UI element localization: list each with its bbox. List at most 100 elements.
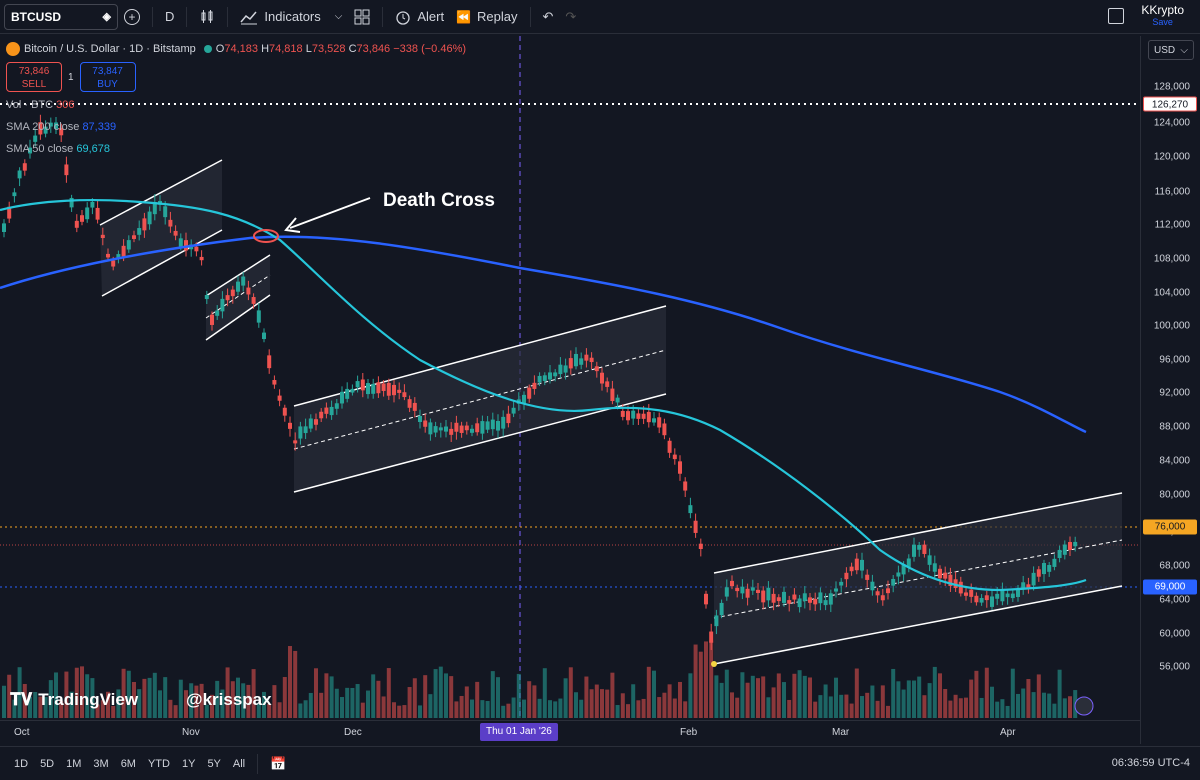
range-button[interactable]: 1M — [66, 757, 82, 770]
volume-bar — [730, 692, 734, 718]
volume-bar — [958, 698, 963, 718]
volume-bar — [1047, 693, 1052, 718]
time-tick: Feb — [680, 727, 698, 738]
candle-body — [314, 419, 318, 425]
alert-button[interactable]: Alert — [389, 4, 450, 30]
candle-body — [454, 422, 459, 432]
volume-bar — [584, 676, 589, 718]
volume-bar — [501, 705, 506, 718]
channel-line — [101, 229, 223, 297]
volume-bar — [407, 687, 412, 718]
currency-select[interactable]: USD ⌵ — [1148, 40, 1194, 60]
pair-title[interactable]: Bitcoin / U.S. Dollar · 1D · Bitstamp — [24, 43, 196, 55]
candle-body — [605, 381, 610, 387]
symbol-search[interactable]: BTCUSD ◈ — [4, 3, 118, 30]
buy-button[interactable]: 73,847 BUY — [79, 62, 136, 92]
candle-body — [7, 206, 12, 219]
volume-indicator-row[interactable]: Vol · BTC 306 — [6, 99, 75, 111]
candle-body — [392, 384, 396, 396]
volume-bar — [667, 684, 672, 718]
range-button[interactable]: 6M — [120, 757, 136, 770]
volume-bar — [641, 698, 646, 718]
volume-bar — [230, 681, 235, 718]
chart-canvas[interactable]: Death Cross — [0, 36, 1140, 744]
sma50-indicator-row[interactable]: SMA 50 close 69,678 — [6, 143, 110, 155]
volume-bar — [714, 675, 719, 718]
range-button[interactable]: 1Y — [181, 757, 196, 770]
range-button[interactable]: 5D — [40, 757, 55, 770]
candle-body — [407, 399, 412, 408]
volume-bar — [376, 680, 381, 718]
volume-bar — [2, 685, 6, 718]
candle-body — [698, 543, 703, 550]
interval-button[interactable]: D — [159, 4, 180, 30]
price-axis[interactable]: 128,000 124,000 120,000 116,000 112,000 108,0… — [1140, 36, 1200, 744]
range-button[interactable]: 3M — [93, 757, 109, 770]
channel-line — [99, 159, 223, 226]
volume-bar — [870, 685, 875, 718]
time-tick: Nov — [182, 727, 200, 738]
candle-body — [444, 426, 448, 432]
price-tick: 104,000 — [1153, 287, 1190, 299]
templates-button[interactable] — [348, 4, 376, 30]
price-tick: 92,000 — [1159, 387, 1190, 399]
volume-bar — [433, 669, 438, 718]
layout-icon[interactable] — [1108, 8, 1124, 24]
user-save-box[interactable]: KKrypto Save — [1141, 4, 1184, 28]
sma200-indicator-row[interactable]: SMA 200 close 87,339 — [6, 121, 117, 133]
volume-bar — [272, 685, 277, 718]
candle-body — [506, 413, 511, 424]
channel-fill-1 — [100, 160, 222, 296]
replay-button[interactable]: ⏪ Replay — [450, 4, 523, 30]
channel-mid-line — [293, 349, 667, 450]
low-marker-dot — [711, 661, 717, 667]
candle-body — [589, 357, 594, 363]
candle-body — [418, 415, 422, 422]
candle-body — [1021, 582, 1026, 589]
sell-price: 73,846 — [18, 66, 50, 77]
undo-button[interactable]: ↶ — [537, 4, 560, 30]
range-button[interactable]: YTD — [147, 757, 170, 770]
range-button[interactable]: 5Y — [207, 757, 221, 770]
candle-body — [652, 418, 656, 423]
ath-price-tag: 126,270 — [1143, 96, 1197, 112]
volume-bar — [438, 666, 443, 718]
indicators-icon — [240, 11, 258, 24]
candle-body — [875, 591, 880, 596]
volume-bar — [22, 683, 27, 718]
chart-type-button[interactable] — [193, 4, 221, 30]
volume-bar — [615, 705, 620, 718]
volume-bar — [397, 705, 402, 718]
volume-bar — [1010, 668, 1015, 718]
candle-body — [553, 372, 558, 377]
range-button[interactable]: All — [232, 757, 246, 770]
volume-bar — [808, 677, 812, 718]
volume-bar — [1031, 692, 1036, 718]
volume-bar — [199, 683, 204, 718]
candle-body — [1026, 584, 1031, 588]
volume-bar — [319, 692, 324, 718]
range-button[interactable]: 1D — [14, 757, 29, 770]
volume-bar — [719, 682, 724, 718]
death-cross-marker — [253, 229, 279, 243]
candle-body — [704, 593, 708, 605]
sell-button[interactable]: 73,846 SELL — [6, 62, 62, 92]
volume-bar — [220, 689, 225, 718]
time-axis[interactable]: Oct Nov Dec Feb Mar Apr Thu 01 Jan '26 — [0, 720, 1140, 744]
candle-body — [241, 276, 246, 286]
calendar-icon[interactable]: 📅 — [270, 755, 287, 771]
volume-bar — [163, 677, 168, 718]
candle-body — [709, 631, 714, 643]
redo-button[interactable]: ↷ — [559, 4, 582, 30]
price-tick: 108,000 — [1153, 253, 1190, 265]
time-cursor-label: Thu 01 Jan '26 — [480, 723, 558, 741]
clock[interactable]: 06:36:59 UTC-4 — [1111, 757, 1190, 769]
candle-body — [880, 595, 885, 601]
indicators-button[interactable]: Indicators ⌵ — [234, 4, 348, 30]
interval-label: D — [165, 9, 175, 24]
volume-bar — [480, 700, 485, 718]
candle-body — [761, 590, 766, 603]
alert-label: Alert — [417, 9, 445, 24]
volume-bar — [449, 676, 454, 718]
add-symbol-button[interactable]: + — [118, 4, 146, 30]
